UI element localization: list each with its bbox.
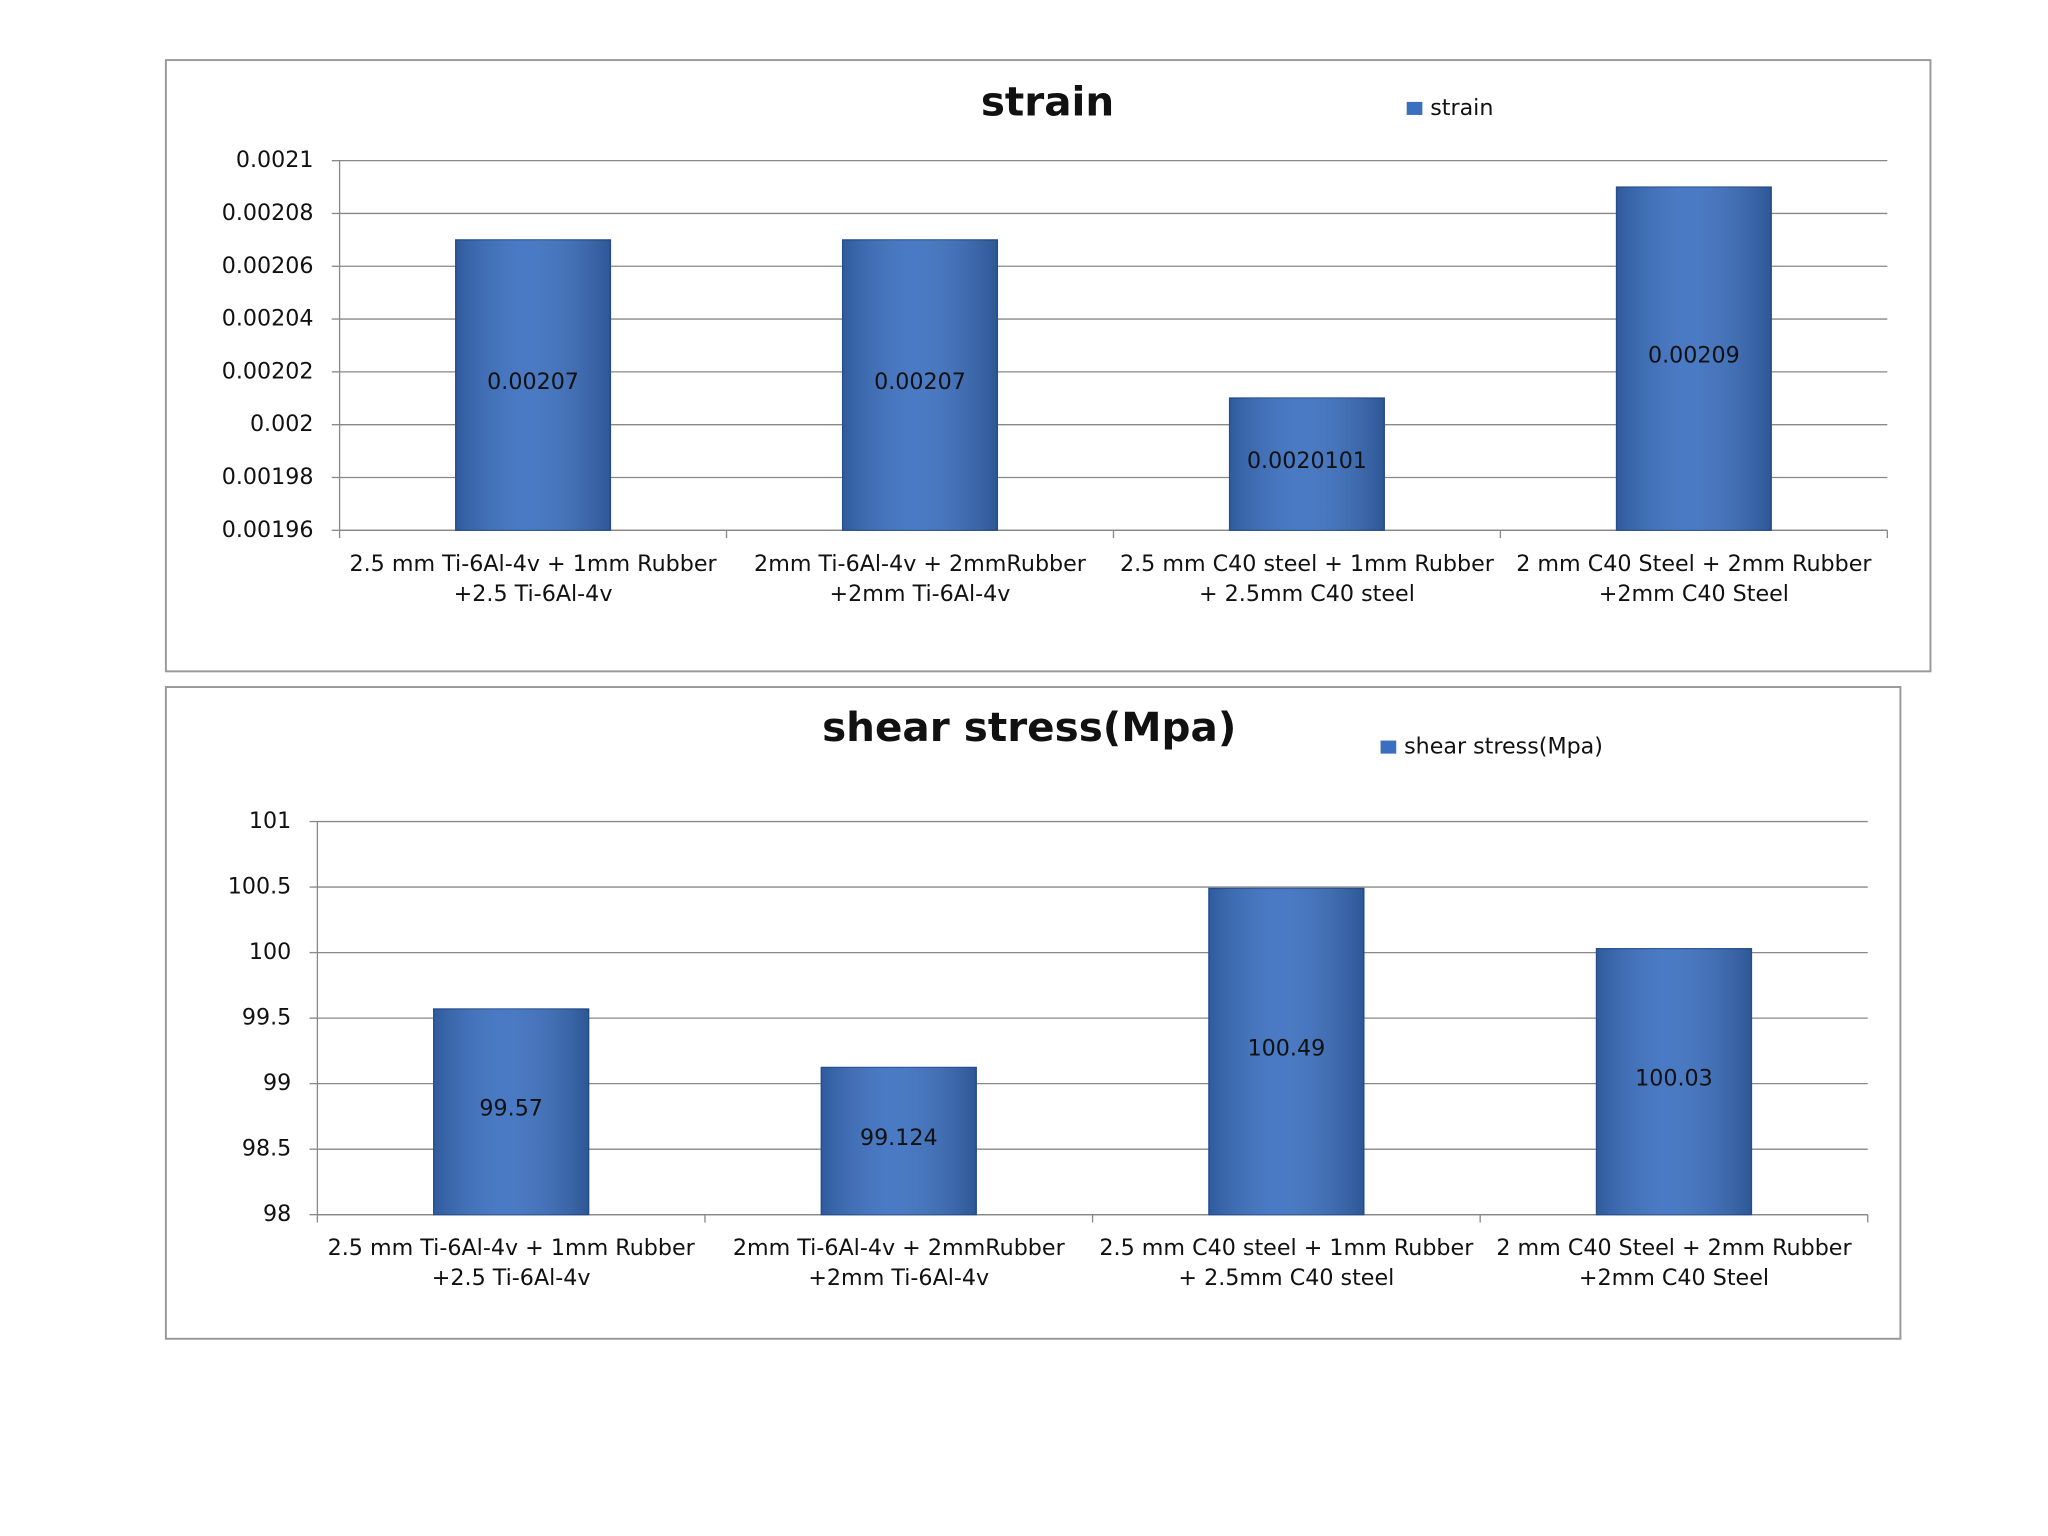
y-tick-label: 0.00196 (222, 517, 314, 543)
bar-shade (821, 1067, 977, 1215)
data-label: 99.124 (860, 1125, 938, 1151)
x-tick-label: 2.5 mm C40 steel + 1mm Rubber + 2.5mm C4… (1119, 551, 1494, 608)
x-tick-label: 2 mm C40 Steel + 2mm Rubber +2mm C40 Ste… (1496, 1235, 1852, 1292)
data-label: 0.00207 (874, 369, 966, 395)
y-tick-label: 0.00202 (222, 358, 314, 384)
bar-shade (1208, 888, 1364, 1215)
y-tick-label: 100 (249, 939, 291, 965)
x-tick-label: 2.5 mm C40 steel + 1mm Rubber + 2.5mm C4… (1099, 1235, 1474, 1292)
y-tick-label: 0.0021 (236, 147, 314, 173)
y-tick-label: 98.5 (242, 1136, 291, 1162)
bar-shade (1616, 187, 1772, 531)
x-tick-label-box: 2 mm C40 Steel + 2mm Rubber +2mm C40 Ste… (1496, 1235, 1852, 1292)
x-tick-label-box: 2mm Ti-6Al-4v + 2mmRubber +2mm Ti-6Al-4v (732, 1235, 1065, 1292)
chart-title: shear stress(Mpa) (822, 703, 1236, 751)
x-tick-label-box: 2mm Ti-6Al-4v + 2mmRubber +2mm Ti-6Al-4v (754, 551, 1086, 608)
x-tick-label: 2 mm C40 Steel + 2mm Rubber +2mm C40 Ste… (1516, 551, 1872, 608)
bar-shade (1229, 398, 1385, 531)
bar-shade (433, 1008, 589, 1215)
y-tick-label: 98 (263, 1201, 291, 1227)
y-tick-label: 0.00208 (222, 200, 314, 226)
y-tick-label: 0.00206 (222, 253, 314, 279)
y-tick-label: 101 (249, 808, 291, 834)
data-label: 100.03 (1635, 1066, 1713, 1092)
x-tick-label-box: 2.5 mm Ti-6Al-4v + 1mm Rubber +2.5 Ti-6A… (349, 551, 717, 608)
data-label: 0.00209 (1648, 343, 1740, 369)
x-tick-label: 2.5 mm Ti-6Al-4v + 1mm Rubber +2.5 Ti-6A… (349, 551, 717, 608)
data-label: 0.0020101 (1247, 448, 1367, 474)
y-tick-label: 0.00198 (222, 464, 314, 490)
legend-swatch (1406, 101, 1423, 115)
legend-label: shear stress(Mpa) (1404, 734, 1603, 760)
data-label: 100.49 (1248, 1035, 1326, 1061)
y-tick-label: 99.5 (242, 1005, 291, 1031)
legend-label: strain (1430, 95, 1493, 121)
bar-shade (455, 239, 611, 531)
x-tick-label: 2.5 mm Ti-6Al-4v + 1mm Rubber +2.5 Ti-6A… (327, 1235, 695, 1292)
legend-swatch (1380, 740, 1397, 754)
x-tick-label-box: 2.5 mm C40 steel + 1mm Rubber + 2.5mm C4… (1119, 551, 1494, 608)
data-label: 99.57 (479, 1096, 543, 1122)
x-tick-label-box: 2 mm C40 Steel + 2mm Rubber +2mm C40 Ste… (1516, 551, 1872, 608)
data-label: 0.00207 (487, 369, 579, 395)
x-tick-label-box: 2.5 mm C40 steel + 1mm Rubber + 2.5mm C4… (1099, 1235, 1474, 1292)
x-tick-label-box: 2.5 mm Ti-6Al-4v + 1mm Rubber +2.5 Ti-6A… (327, 1235, 695, 1292)
x-tick-label: 2mm Ti-6Al-4v + 2mmRubber +2mm Ti-6Al-4v (732, 1235, 1065, 1292)
y-tick-label: 0.002 (250, 411, 314, 437)
y-tick-label: 0.00204 (222, 306, 314, 332)
bar-shade (842, 239, 998, 531)
y-tick-label: 99 (263, 1070, 291, 1096)
bar-shade (1596, 948, 1752, 1215)
chart-title: strain (981, 77, 1114, 125)
x-tick-label: 2mm Ti-6Al-4v + 2mmRubber +2mm Ti-6Al-4v (754, 551, 1086, 608)
y-tick-label: 100.5 (228, 874, 292, 900)
